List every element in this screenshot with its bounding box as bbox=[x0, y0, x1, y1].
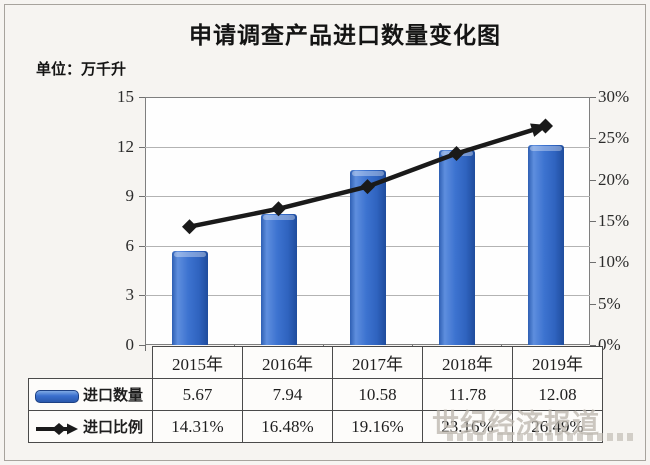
right-axis-tick-label: 5% bbox=[598, 293, 621, 313]
left-axis-tick-label: 9 bbox=[125, 186, 135, 206]
diamond-marker bbox=[182, 219, 197, 235]
right-axis-tick-label: 0% bbox=[598, 335, 621, 354]
right-axis-tick-mark bbox=[590, 262, 596, 264]
right-axis-tick-label: 30% bbox=[598, 87, 630, 106]
year-header-cell: 2018年 bbox=[422, 346, 513, 379]
ratio-value-cell: 23.16% bbox=[422, 410, 513, 443]
quantity-value-cell: 12.08 bbox=[512, 378, 603, 411]
quantity-value-cell: 11.78 bbox=[422, 378, 513, 411]
quantity-value-cell: 10.58 bbox=[332, 378, 423, 411]
import-ratio-line bbox=[182, 118, 553, 235]
import-quantity-bar bbox=[438, 150, 475, 345]
ratio-value-cell: 19.16% bbox=[332, 410, 423, 443]
ratio-value-cell: 26.49% bbox=[512, 410, 603, 443]
import-quantity-bar bbox=[260, 213, 297, 345]
bar-legend-swatch bbox=[35, 389, 79, 403]
left-axis-tick-mark bbox=[139, 97, 145, 98]
year-header-cell: 2019年 bbox=[512, 346, 603, 379]
left-axis-tick-mark bbox=[139, 345, 145, 346]
left-axis-tick-mark bbox=[139, 295, 145, 297]
ratio-value-cell: 16.48% bbox=[242, 410, 333, 443]
diamond-marker bbox=[449, 146, 464, 162]
diamond-marker bbox=[271, 201, 286, 217]
left-axis-tick-label: 3 bbox=[125, 285, 135, 305]
right-axis-tick-label: 25% bbox=[598, 128, 630, 148]
series-label: 进口比例 bbox=[83, 419, 144, 436]
unit-label: 单位：万千升 bbox=[36, 61, 127, 78]
right-axis-tick-mark bbox=[590, 138, 596, 140]
diamond-marker bbox=[360, 179, 375, 195]
left-axis-tick-mark bbox=[139, 146, 145, 148]
year-header-cell: 2016年 bbox=[242, 346, 333, 379]
right-axis-tick-label: 15% bbox=[598, 211, 630, 230]
ratio-value-cell: 14.31% bbox=[152, 410, 243, 443]
x-axis-tick-mark bbox=[145, 345, 146, 351]
quantity-value-cell: 7.94 bbox=[242, 378, 333, 411]
left-axis-tick-mark bbox=[139, 196, 145, 198]
right-axis-tick-mark bbox=[590, 345, 596, 346]
legend-import-quantity: 进口数量 bbox=[28, 378, 153, 411]
year-header-cell: 2017年 bbox=[332, 346, 423, 379]
import-quantity-bar bbox=[349, 170, 386, 345]
right-axis-tick-mark bbox=[590, 303, 596, 305]
left-axis-tick-label: 15 bbox=[117, 87, 134, 106]
import-quantity-bar bbox=[171, 251, 208, 345]
left-axis-tick-label: 6 bbox=[125, 235, 135, 255]
h-gridline bbox=[145, 146, 590, 148]
left-axis-tick-label: 12 bbox=[117, 136, 134, 156]
left-axis-tick-label: 0 bbox=[125, 335, 135, 354]
line-legend-swatch bbox=[35, 420, 79, 437]
data-table: 2015年 2016年 2017年 2018年 2019年进口数量 5.67 7.94 10.… bbox=[28, 346, 603, 443]
right-axis-tick-label: 10% bbox=[598, 252, 630, 272]
right-axis-tick-label: 20% bbox=[598, 169, 630, 189]
year-header-cell: 2015年 bbox=[152, 346, 243, 379]
series-label: 进口数量 bbox=[83, 387, 144, 404]
import-quantity-bar bbox=[527, 145, 564, 345]
legend-import-ratio: 进口比例 bbox=[28, 410, 153, 443]
right-axis-tick-mark bbox=[590, 179, 596, 181]
right-axis-tick-mark bbox=[590, 97, 596, 98]
right-axis-tick-mark bbox=[590, 221, 596, 222]
line-arrowhead bbox=[530, 123, 549, 137]
quantity-value-cell: 5.67 bbox=[152, 378, 243, 411]
left-axis-tick-mark bbox=[139, 245, 145, 247]
table-corner-spacer bbox=[29, 347, 153, 379]
chart-title: 申请调查产品进口数量变化图 bbox=[189, 22, 501, 48]
